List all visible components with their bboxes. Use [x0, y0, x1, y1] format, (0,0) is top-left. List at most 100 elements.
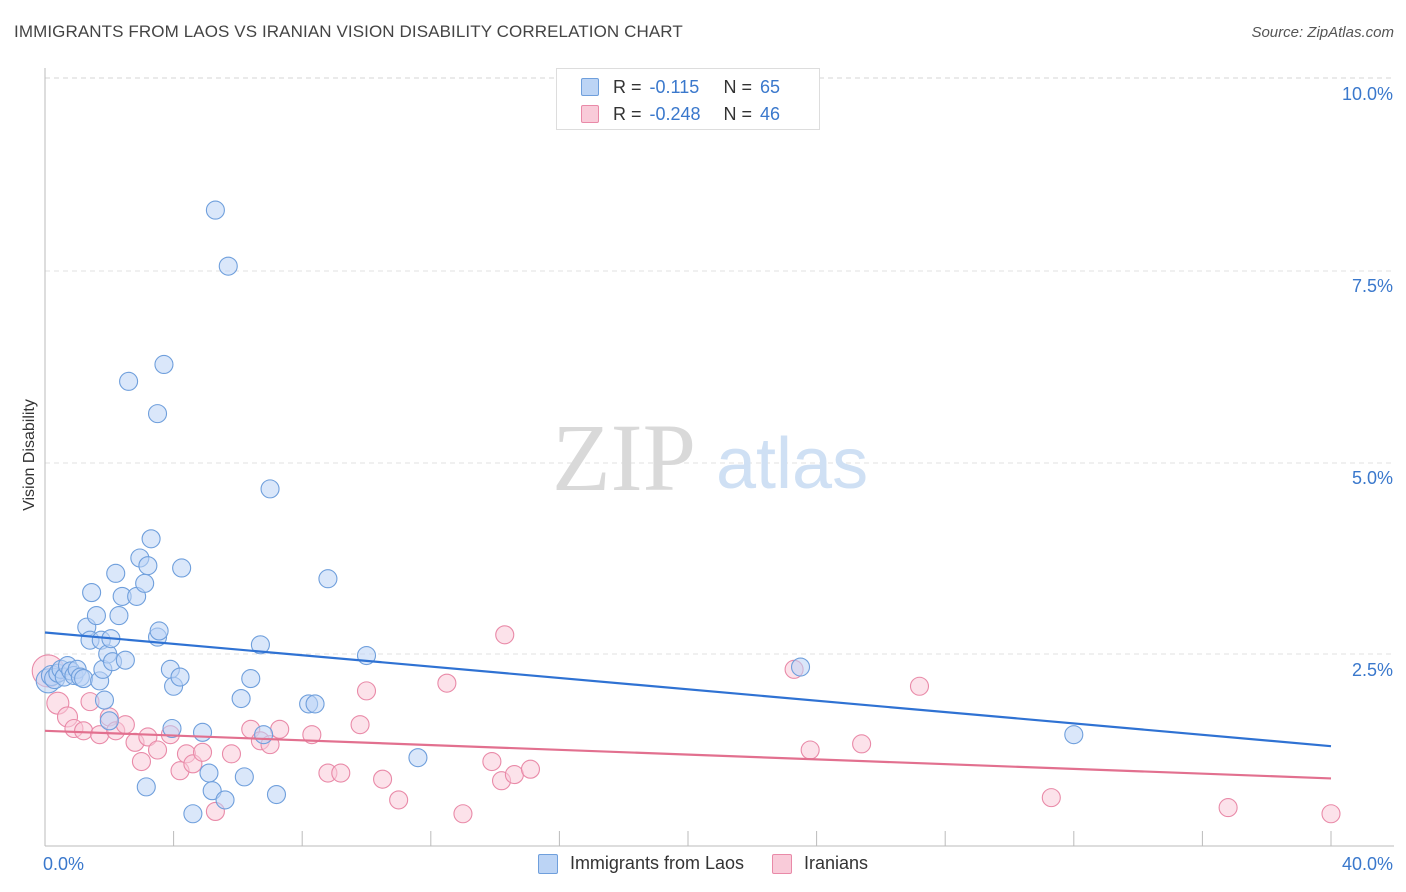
- iran-point: [147, 740, 168, 760]
- laos-point: [241, 669, 261, 689]
- laos-point: [408, 748, 428, 768]
- iran-point: [192, 742, 213, 762]
- iran-legend-label: Iranians: [804, 853, 869, 873]
- laos-point: [94, 690, 115, 710]
- laos-point: [115, 650, 135, 670]
- legend-item-laos: Immigrants from Laos: [537, 853, 744, 874]
- laos-point: [147, 404, 168, 424]
- y-tick-labels: 2.5% 5.0% 7.5% 10.0%: [1342, 84, 1393, 680]
- y-tick-label: 7.5%: [1352, 276, 1393, 296]
- iran-point: [350, 715, 370, 735]
- laos-point: [99, 711, 119, 731]
- x-ticks: [44, 831, 1332, 846]
- laos-legend-swatch: [537, 853, 558, 874]
- iran-trend-line: [44, 729, 1332, 780]
- iran-point: [504, 765, 524, 785]
- gridlines: [45, 77, 1394, 655]
- laos-point: [218, 256, 238, 276]
- laos-trend-line: [44, 631, 1332, 748]
- laos-point: [1064, 725, 1084, 745]
- iran-point: [495, 625, 515, 645]
- laos-point: [170, 667, 190, 687]
- laos-point: [119, 371, 139, 391]
- laos-point: [162, 718, 182, 739]
- laos-point: [74, 669, 94, 689]
- iran-point: [437, 673, 457, 693]
- laos-swatch: [581, 78, 599, 96]
- laos-point: [106, 563, 126, 583]
- laos-point: [305, 694, 325, 714]
- laos-point: [141, 529, 161, 549]
- laos-point: [135, 573, 155, 593]
- laos-points: [35, 200, 1084, 824]
- watermark-atlas: atlas: [716, 424, 868, 504]
- y-tick-label: 2.5%: [1352, 660, 1393, 680]
- iran-point: [482, 751, 502, 772]
- iran-legend-swatch: [772, 853, 792, 874]
- iran-r-value: -0.248: [649, 103, 701, 124]
- watermark-zip: ZIP: [552, 404, 696, 511]
- y-tick-label: 5.0%: [1352, 468, 1393, 488]
- n-label: N =: [723, 76, 753, 97]
- axes: [44, 68, 1394, 847]
- laos-point: [202, 781, 222, 801]
- iran-n-value: 46: [760, 103, 781, 124]
- laos-legend-label: Immigrants from Laos: [569, 853, 744, 873]
- iran-point: [852, 734, 872, 754]
- n-label: N =: [723, 103, 753, 124]
- laos-point: [154, 354, 174, 375]
- r-label: R =: [613, 76, 642, 97]
- laos-point: [215, 790, 235, 810]
- iran-point: [909, 676, 930, 696]
- watermark: ZIP atlas: [552, 404, 868, 511]
- iran-point: [1321, 804, 1341, 824]
- iran-point: [131, 751, 151, 772]
- iran-point: [74, 721, 94, 741]
- iran-point: [389, 790, 409, 810]
- iran-point: [331, 763, 351, 783]
- laos-point: [82, 583, 102, 603]
- legend-row-iran: R = -0.248 N = 46: [581, 102, 780, 126]
- laos-point: [136, 777, 156, 797]
- laos-point: [250, 635, 270, 655]
- y-tick-label: 10.0%: [1342, 84, 1393, 104]
- laos-point: [234, 767, 254, 787]
- laos-point: [254, 725, 274, 745]
- laos-point: [138, 556, 158, 576]
- trend-lines: [44, 631, 1332, 780]
- chart-title: IMMIGRANTS FROM LAOS VS IRANIAN VISION D…: [14, 22, 683, 41]
- laos-point: [172, 558, 192, 578]
- laos-point: [260, 479, 280, 499]
- legend-row-laos: R = -0.115 N = 65: [581, 75, 780, 99]
- source-credit: Source: ZipAtlas.com: [1251, 24, 1394, 41]
- laos-point: [192, 722, 213, 742]
- laos-point: [318, 569, 338, 589]
- laos-point: [109, 606, 129, 626]
- series-legend: Immigrants from Laos Iranians: [0, 853, 1406, 874]
- laos-point: [790, 657, 811, 677]
- iran-point: [1218, 798, 1238, 818]
- laos-point: [199, 763, 219, 783]
- iran-point: [221, 744, 242, 764]
- laos-point: [266, 784, 287, 805]
- laos-point: [86, 606, 106, 626]
- legend-item-iran: Iranians: [772, 853, 868, 874]
- iran-point: [520, 759, 541, 779]
- laos-n-value: 65: [760, 76, 781, 97]
- x-tick-label: 40.0%: [1342, 854, 1393, 874]
- laos-r-value: -0.115: [649, 76, 700, 97]
- correlation-legend: R = -0.115 N = 65 R = -0.248 N = 46: [556, 68, 820, 130]
- x-tick-labels: 0.0% 40.0%: [43, 854, 1393, 874]
- laos-point: [149, 621, 169, 641]
- iran-point: [1041, 788, 1061, 808]
- iran-point: [800, 740, 820, 760]
- x-tick-label: 0.0%: [43, 854, 84, 874]
- r-label: R =: [613, 103, 642, 124]
- laos-point: [231, 688, 251, 709]
- laos-point: [183, 804, 203, 824]
- iran-point: [115, 715, 135, 735]
- iran-point: [302, 725, 322, 745]
- iran-point: [453, 804, 473, 824]
- iran-swatch: [581, 105, 599, 123]
